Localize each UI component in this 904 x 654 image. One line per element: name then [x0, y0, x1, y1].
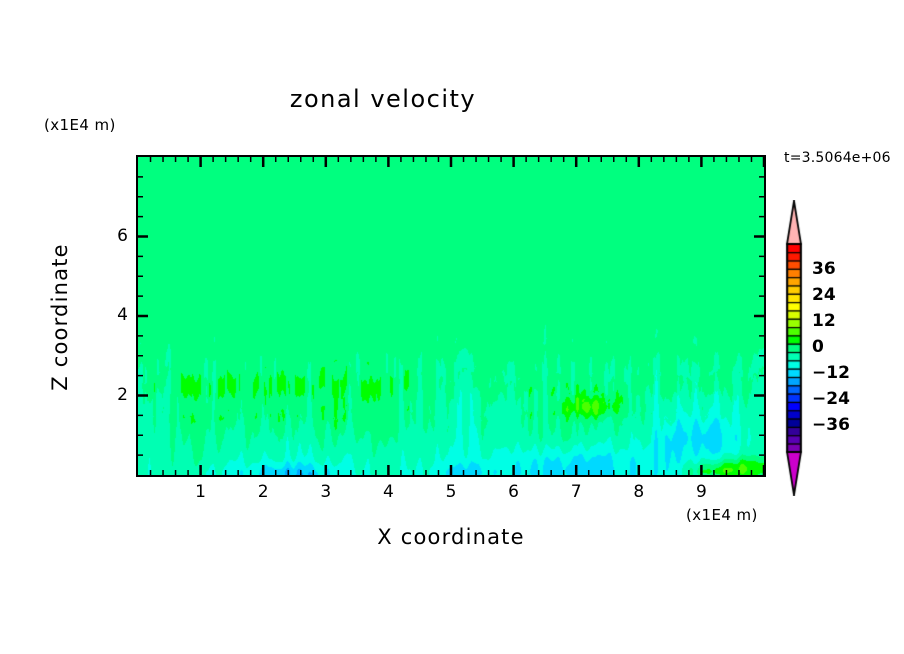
colorbar-tick-label: −24 [812, 389, 850, 409]
y-tick-label: 6 [117, 225, 128, 246]
timestamp-annotation: t=3.5064e+06 [784, 150, 891, 166]
contour-plot-area [136, 155, 766, 477]
x-axis-title: X coordinate [377, 525, 525, 549]
x-tick-label: 8 [633, 482, 645, 502]
x-tick-label: 2 [257, 482, 269, 502]
colorbar [781, 200, 807, 496]
colorbar-tick-label: 12 [812, 311, 836, 331]
x-tick-label: 6 [508, 482, 519, 502]
colorbar-tick-label: −36 [812, 415, 850, 435]
y-tick-label: 4 [117, 305, 128, 325]
colorbar-tick-label: 0 [812, 337, 824, 357]
y-axis-title: Z coordinate [48, 243, 72, 391]
contour-field [138, 157, 764, 475]
x-tick-label: 5 [445, 482, 457, 502]
y-axis-unit-label: (x1E4 m) [44, 116, 116, 134]
x-tick-label: 1 [195, 482, 206, 502]
colorbar-tick-label: 24 [812, 285, 836, 305]
page-title: zonal velocity [289, 85, 477, 113]
x-axis-unit-label: (x1E4 m) [686, 506, 758, 524]
colorbar-tick-label: 36 [812, 259, 836, 279]
x-tick-label: 4 [382, 482, 394, 502]
x-tick-label: 7 [570, 482, 582, 502]
colorbar-tick-label: −12 [812, 363, 850, 383]
x-tick-label: 3 [320, 482, 332, 502]
y-tick-label: 2 [117, 384, 128, 405]
colorbar-gradient [781, 200, 807, 496]
x-tick-label: 9 [695, 482, 707, 502]
